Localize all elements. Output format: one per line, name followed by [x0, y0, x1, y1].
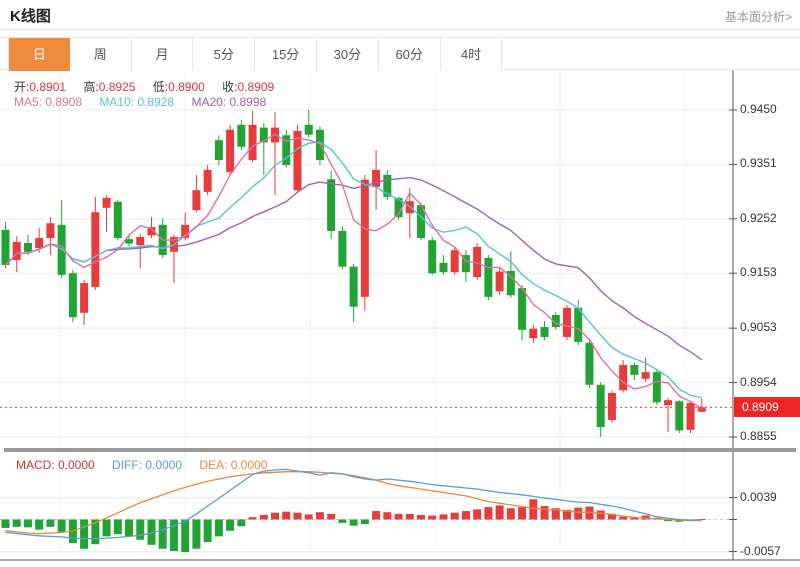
close-label: 收: — [222, 80, 238, 94]
macd-histogram — [1, 499, 706, 553]
low-label: 低: — [152, 80, 169, 94]
y-axis-label: 0.9252 — [738, 210, 779, 225]
dea-line — [5, 471, 702, 535]
open-label: 开: — [14, 80, 30, 94]
ma10-line — [4, 141, 702, 399]
axes-layer — [0, 70, 800, 561]
tab-hour4[interactable]: 4时 — [440, 38, 503, 71]
ma5-value: MA5: 0.8908 — [14, 95, 83, 109]
dea-value: DEA: 0.0000 — [199, 458, 268, 472]
candles-layer — [1, 110, 706, 437]
tab-min60[interactable]: 60分 — [378, 38, 441, 71]
y-axis-label: -0.0057 — [738, 543, 783, 558]
y-axis-label: 0.9351 — [738, 156, 779, 171]
y-axis-label: 0.0039 — [738, 489, 779, 504]
tab-week[interactable]: 周 — [69, 38, 132, 71]
tab-min5[interactable]: 5分 — [193, 38, 256, 71]
gridlines-layer — [0, 72, 733, 557]
ma10-value: MA10: 0.8928 — [99, 95, 175, 109]
tab-min30[interactable]: 30分 — [316, 38, 379, 71]
tab-month[interactable]: 月 — [131, 38, 194, 71]
y-axis-label: 0.9450 — [738, 102, 779, 116]
y-axis-label: 0.8855 — [738, 429, 779, 443]
ma20-line — [4, 176, 703, 361]
last-price-badge: 0.8909 — [734, 397, 800, 418]
ma-info-row: MA5: 0.8908 MA10: 0.8928 MA20: 0.8998 — [14, 95, 280, 109]
page-header: K线图 基本面分析> — [0, 0, 800, 30]
macd-value: MACD: 0.0000 — [16, 458, 95, 472]
tab-day[interactable]: 日 — [8, 38, 70, 71]
high-value: 0.8925 — [98, 80, 136, 94]
macd-info-row: MACD: 0.0000 DIFF: 0.0000 DEA: 0.0000 — [16, 458, 281, 472]
y-axis-label: 0.9053 — [738, 320, 779, 335]
low-value: 0.8900 — [168, 80, 205, 94]
fundamental-analysis-link[interactable]: 基本面分析> — [724, 10, 792, 24]
interval-tabstrip: 日周月 5分 15分 30分 60分 4时 — [0, 37, 800, 71]
ma5-line — [4, 133, 703, 410]
diff-value: DIFF: 0.0000 — [112, 458, 183, 472]
panel-divider[interactable] — [4, 448, 796, 452]
page-title: K线图 — [10, 8, 51, 25]
open-value: 0.8901 — [29, 80, 67, 94]
y-axis-label: 0.8954 — [738, 374, 779, 389]
tab-min15[interactable]: 15分 — [255, 38, 317, 71]
diff-line — [5, 468, 702, 540]
high-label: 高: — [83, 80, 99, 94]
ohlc-info-row: 开:0.8901 高:0.8925 低:0.8900 收:0.8909 — [14, 78, 288, 95]
ma20-value: MA20: 0.8998 — [191, 95, 267, 109]
close-value: 0.8909 — [237, 80, 275, 94]
y-axis-label: 0.9153 — [738, 265, 779, 280]
